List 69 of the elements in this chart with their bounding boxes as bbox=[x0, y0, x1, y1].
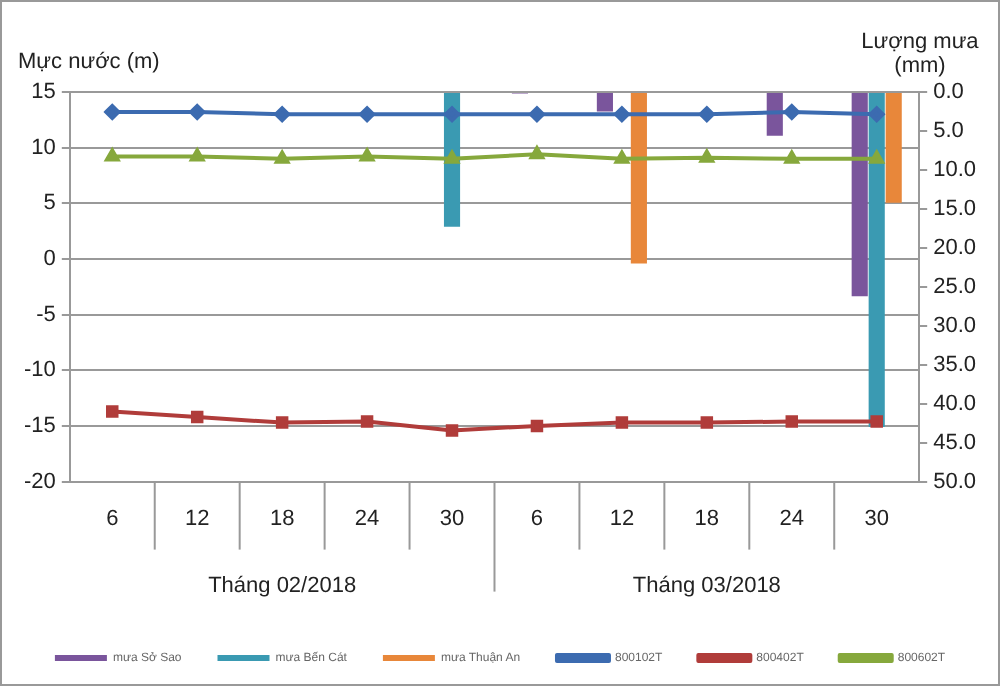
point bbox=[783, 104, 800, 121]
point bbox=[445, 424, 459, 437]
y-axis-title: Mực nước (m) bbox=[18, 50, 160, 74]
point bbox=[613, 106, 630, 123]
point bbox=[274, 106, 291, 123]
text: Tháng 02/2018 bbox=[208, 573, 357, 598]
point bbox=[700, 416, 714, 429]
point bbox=[359, 148, 375, 162]
bar bbox=[885, 93, 902, 203]
point bbox=[528, 106, 545, 123]
point bbox=[869, 150, 884, 164]
y-tick-label: -15 bbox=[23, 414, 56, 439]
y2-tick-label: 10.0 bbox=[933, 157, 977, 182]
y-tick-label: 0 bbox=[43, 247, 56, 272]
point bbox=[360, 415, 374, 428]
point bbox=[274, 150, 290, 164]
point bbox=[698, 106, 715, 123]
x-tick-label: 12 bbox=[609, 506, 635, 531]
bar bbox=[868, 93, 885, 428]
y-tick-label: 10 bbox=[31, 135, 56, 160]
point bbox=[444, 106, 461, 123]
y2-tick-label: 5.0 bbox=[933, 119, 964, 144]
y2-tick-label: 0.0 bbox=[933, 80, 964, 105]
point bbox=[190, 410, 204, 424]
y2-tick-label: 35.0 bbox=[933, 352, 977, 377]
point bbox=[189, 104, 206, 121]
point bbox=[105, 148, 120, 162]
point bbox=[359, 106, 376, 123]
y2-axis-title: Lượng mưa (mm) bbox=[859, 30, 981, 78]
point bbox=[104, 104, 121, 121]
point bbox=[106, 405, 119, 418]
y2-tick-label: 25.0 bbox=[933, 274, 977, 299]
y-tick-label: 5 bbox=[43, 191, 56, 216]
y2-tick-label: 45.0 bbox=[933, 430, 977, 455]
y-tick-label: -20 bbox=[23, 469, 56, 494]
bar bbox=[851, 93, 868, 297]
point bbox=[868, 106, 885, 123]
point bbox=[190, 148, 205, 162]
x-tick-label: 30 bbox=[439, 506, 465, 531]
bar bbox=[630, 93, 647, 264]
point bbox=[784, 150, 799, 164]
x-tick-label: 12 bbox=[184, 506, 210, 531]
y-tick-label: 15 bbox=[31, 80, 56, 105]
x-tick-label: 24 bbox=[354, 506, 380, 531]
point bbox=[615, 416, 629, 429]
point bbox=[444, 150, 460, 164]
x-tick-label: 24 bbox=[779, 506, 805, 531]
point bbox=[785, 415, 799, 428]
point bbox=[699, 149, 715, 163]
text: Tháng 03/2018 bbox=[632, 573, 781, 598]
y2-tick-label: 15.0 bbox=[933, 196, 977, 221]
y2-tick-label: 20.0 bbox=[933, 235, 977, 260]
x-tick-label: 6 bbox=[530, 506, 544, 531]
point bbox=[614, 150, 630, 164]
x-tick-label: 18 bbox=[694, 506, 720, 531]
point bbox=[530, 419, 544, 433]
y-tick-label: -5 bbox=[36, 302, 56, 327]
y2-tick-label: 40.0 bbox=[933, 391, 977, 416]
point bbox=[275, 416, 289, 429]
x-tick-label: 30 bbox=[864, 506, 889, 531]
y-tick-label: -10 bbox=[23, 358, 56, 383]
point bbox=[529, 146, 545, 160]
bar bbox=[766, 93, 783, 136]
y2-tick-label: 30.0 bbox=[933, 313, 977, 338]
y2-tick-label: 50.0 bbox=[933, 469, 977, 494]
x-tick-label: 18 bbox=[269, 506, 295, 531]
bar bbox=[596, 93, 613, 112]
x-tick-label: 6 bbox=[106, 506, 119, 531]
point bbox=[870, 415, 883, 428]
